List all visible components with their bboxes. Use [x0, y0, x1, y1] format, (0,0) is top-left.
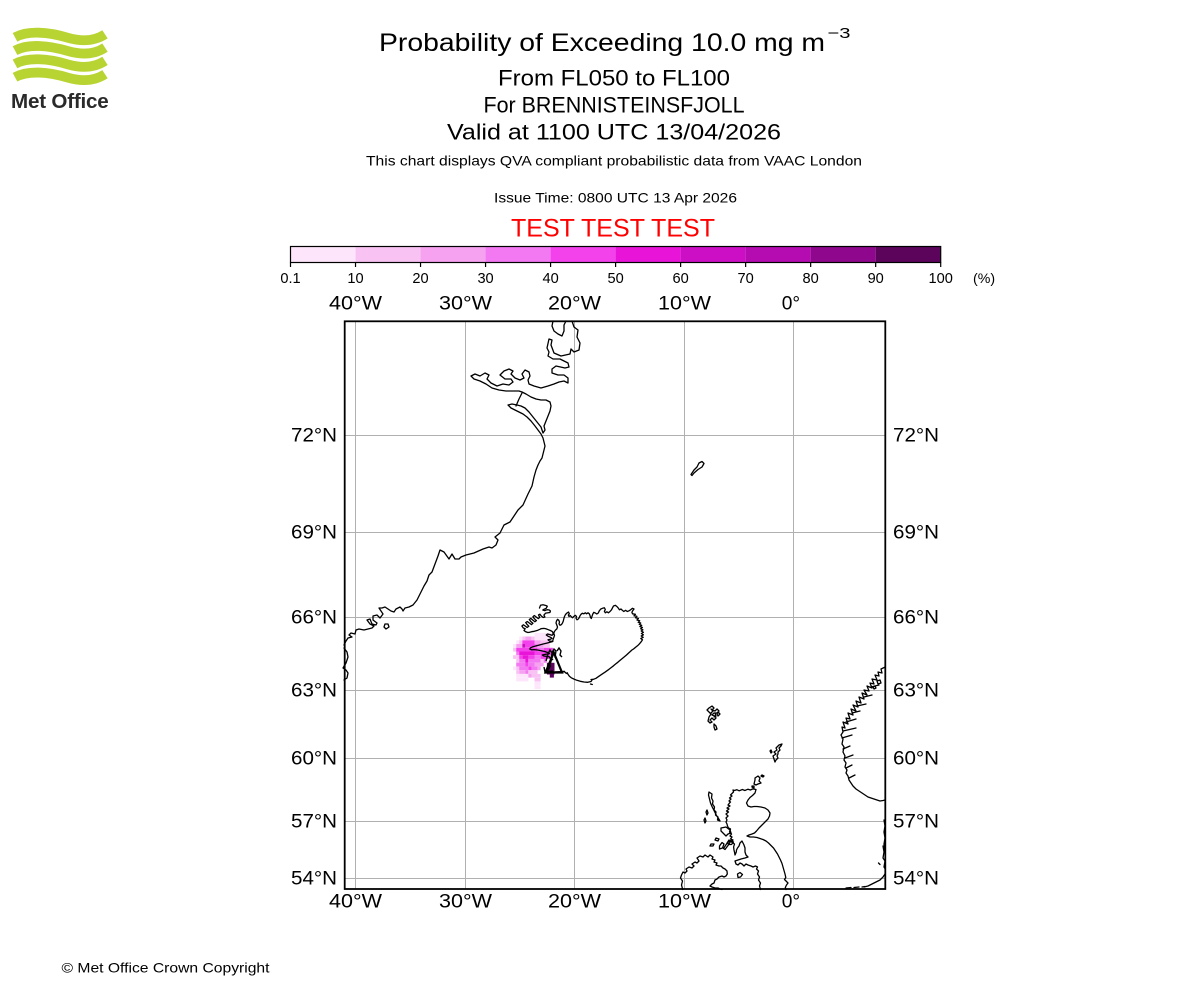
svg-text:From FL050 to FL100: From FL050 to FL100 — [498, 66, 730, 91]
svg-text:70: 70 — [738, 271, 754, 287]
svg-text:100: 100 — [929, 271, 953, 287]
svg-text:Valid at 1100 UTC 13/04/2026: Valid at 1100 UTC 13/04/2026 — [447, 120, 781, 145]
svg-text:© Met Office Crown Copyright: © Met Office Crown Copyright — [62, 960, 270, 975]
svg-text:0°: 0° — [782, 892, 800, 913]
svg-text:50: 50 — [607, 271, 623, 287]
svg-text:80: 80 — [803, 271, 819, 287]
svg-text:57°N: 57°N — [291, 812, 337, 833]
svg-text:(%): (%) — [973, 271, 995, 287]
svg-text:This chart displays QVA compli: This chart displays QVA compliant probab… — [366, 153, 862, 169]
svg-text:20: 20 — [412, 271, 428, 287]
svg-text:40°W: 40°W — [329, 294, 383, 315]
svg-text:66°N: 66°N — [291, 608, 337, 629]
svg-text:30°W: 30°W — [439, 892, 493, 913]
svg-text:66°N: 66°N — [893, 608, 939, 629]
svg-text:0°: 0° — [782, 294, 800, 315]
svg-text:20°W: 20°W — [548, 892, 602, 913]
svg-text:60°N: 60°N — [291, 749, 337, 770]
svg-text:54°N: 54°N — [893, 869, 939, 890]
svg-text:90: 90 — [868, 271, 884, 287]
svg-text:30°W: 30°W — [439, 294, 493, 315]
svg-text:10°W: 10°W — [658, 892, 712, 913]
svg-text:−3: −3 — [828, 25, 851, 42]
svg-text:60: 60 — [673, 271, 689, 287]
svg-text:20°W: 20°W — [548, 294, 602, 315]
svg-text:69°N: 69°N — [291, 523, 337, 544]
svg-text:57°N: 57°N — [893, 812, 939, 833]
svg-text:63°N: 63°N — [893, 681, 939, 702]
svg-text:60°N: 60°N — [893, 749, 939, 770]
svg-text:Met Office: Met Office — [11, 90, 109, 113]
svg-text:30: 30 — [477, 271, 493, 287]
svg-text:54°N: 54°N — [291, 869, 337, 890]
svg-text:Issue Time: 0800 UTC 13 Apr 20: Issue Time: 0800 UTC 13 Apr 2026 — [494, 190, 737, 206]
svg-text:10: 10 — [347, 271, 363, 287]
svg-text:40: 40 — [542, 271, 558, 287]
svg-text:69°N: 69°N — [893, 523, 939, 544]
svg-text:10°W: 10°W — [658, 294, 712, 315]
svg-text:0.1: 0.1 — [280, 271, 300, 287]
svg-text:72°N: 72°N — [291, 426, 337, 447]
svg-text:63°N: 63°N — [291, 681, 337, 702]
svg-text:For BRENNISTEINSFJOLL: For BRENNISTEINSFJOLL — [484, 93, 745, 118]
svg-text:Probability of Exceeding 10.0: Probability of Exceeding 10.0 mg m — [379, 29, 825, 57]
svg-text:TEST TEST TEST: TEST TEST TEST — [511, 215, 715, 243]
svg-text:40°W: 40°W — [329, 892, 383, 913]
svg-text:72°N: 72°N — [893, 426, 939, 447]
